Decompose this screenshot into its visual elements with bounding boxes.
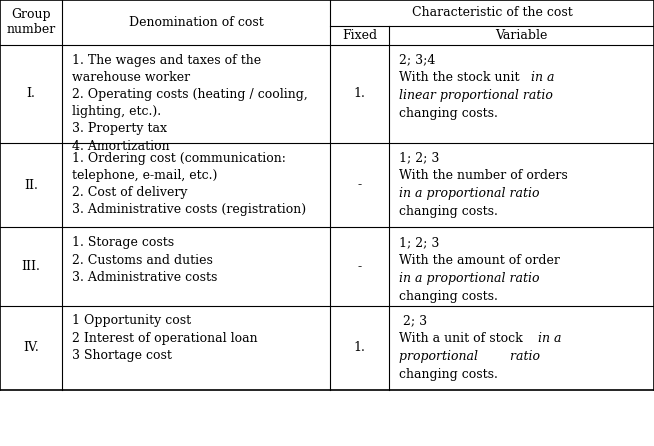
Text: changing costs.: changing costs. (399, 289, 498, 303)
Text: 1; 2; 3: 1; 2; 3 (399, 236, 439, 249)
Text: 1.: 1. (354, 341, 366, 355)
Text: linear proportional ratio: linear proportional ratio (399, 89, 553, 102)
Text: in a proportional ratio: in a proportional ratio (399, 272, 540, 285)
Text: in a: in a (538, 332, 562, 345)
Text: Denomination of cost: Denomination of cost (129, 16, 264, 29)
Text: With the stock unit: With the stock unit (399, 71, 523, 84)
Text: 1 Opportunity cost
2 Interest of operational loan
3 Shortage cost: 1 Opportunity cost 2 Interest of operati… (72, 314, 258, 362)
Text: proportional        ratio: proportional ratio (399, 350, 540, 363)
Text: 2; 3: 2; 3 (399, 314, 427, 327)
Text: changing costs.: changing costs. (399, 107, 498, 120)
Text: 1. The wages and taxes of the
warehouse worker
2. Operating costs (heating / coo: 1. The wages and taxes of the warehouse … (72, 54, 307, 153)
Text: Characteristic of the cost: Characteristic of the cost (412, 6, 572, 20)
Text: With the amount of order: With the amount of order (399, 254, 560, 267)
Text: 1. Storage costs
2. Customs and duties
3. Administrative costs: 1. Storage costs 2. Customs and duties 3… (72, 236, 217, 284)
Text: 1. Ordering cost (communication:
telephone, e-mail, etc.)
2. Cost of delivery
3.: 1. Ordering cost (communication: telepho… (72, 152, 306, 216)
Text: IV.: IV. (23, 341, 39, 355)
Text: 2; 3;4: 2; 3;4 (399, 54, 436, 66)
Text: changing costs.: changing costs. (399, 368, 498, 381)
Text: I.: I. (27, 87, 35, 100)
Text: changing costs.: changing costs. (399, 205, 498, 218)
Text: Fixed: Fixed (342, 29, 377, 42)
Text: Group
number: Group number (7, 8, 56, 36)
Text: With the number of orders: With the number of orders (399, 169, 568, 182)
Text: Variable: Variable (495, 29, 548, 42)
Text: II.: II. (24, 178, 38, 192)
Text: -: - (358, 260, 362, 273)
Text: III.: III. (22, 260, 41, 273)
Text: With a unit of stock: With a unit of stock (399, 332, 526, 345)
Text: in a: in a (532, 71, 555, 84)
Text: 1.: 1. (354, 87, 366, 100)
Text: in a proportional ratio: in a proportional ratio (399, 187, 540, 200)
Text: -: - (358, 178, 362, 192)
Text: 1; 2; 3: 1; 2; 3 (399, 152, 439, 165)
